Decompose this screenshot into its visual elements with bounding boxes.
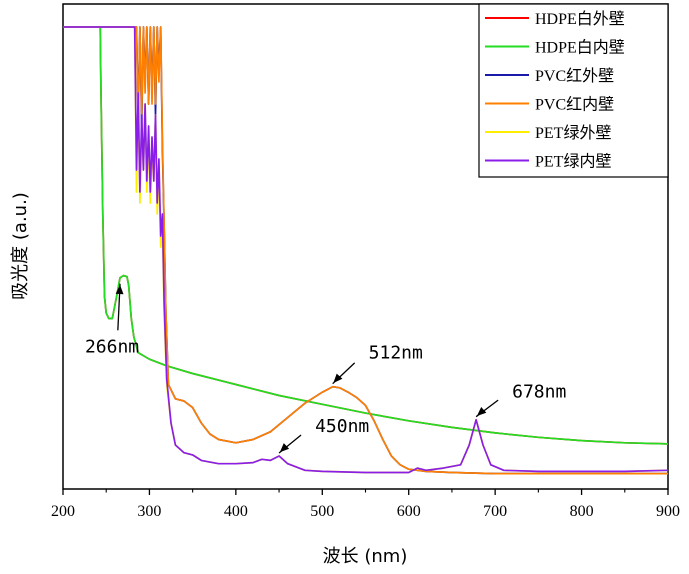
series-line-1 [99, 26, 669, 445]
series-line-5 [63, 26, 669, 474]
legend-label: PVC红外壁 [535, 66, 614, 85]
legend-box [478, 3, 669, 178]
x-tick-label: 600 [397, 503, 421, 520]
x-tick-label: 200 [51, 503, 75, 520]
legend-label: PET绿内壁 [535, 152, 611, 171]
legend-label: HDPE白内壁 [535, 38, 625, 57]
series-group [63, 26, 669, 475]
x-tick-label: 400 [224, 503, 248, 520]
x-tick-label: 900 [656, 503, 680, 520]
annotation-arrow-head [476, 407, 487, 416]
annotation-label: 450nm [315, 416, 369, 437]
x-tick-label: 500 [310, 503, 334, 520]
x-axis-label: 波长 (nm) [323, 546, 408, 567]
y-axis-label: 吸光度 (a.u.) [10, 192, 31, 300]
x-ticks: 200 300 400 500 600 700 800 900 [51, 489, 680, 520]
annotation-label: 678nm [512, 382, 566, 403]
x-tick-label: 700 [483, 503, 507, 520]
x-tick-label: 300 [137, 503, 161, 520]
annotation-label: 266nm [85, 336, 139, 357]
series-line-3 [63, 26, 668, 475]
x-tick-label: 800 [570, 503, 594, 520]
annotations-group: 266nm 512nm 450nm 678nm [85, 283, 566, 454]
annotation-label: 512nm [369, 343, 423, 364]
legend-label: PET绿外壁 [535, 123, 611, 142]
annotation-arrow-head [279, 443, 290, 453]
annotation-arrow-head [115, 284, 124, 295]
legend: HDPE白外壁 HDPE白内壁 PVC红外壁 PVC红内壁 PET绿外壁 PET绿内壁 [478, 3, 669, 178]
legend-label: HDPE白外壁 [535, 9, 625, 28]
annotation-arrow-head [333, 373, 343, 383]
legend-label: PVC红内壁 [535, 95, 614, 114]
